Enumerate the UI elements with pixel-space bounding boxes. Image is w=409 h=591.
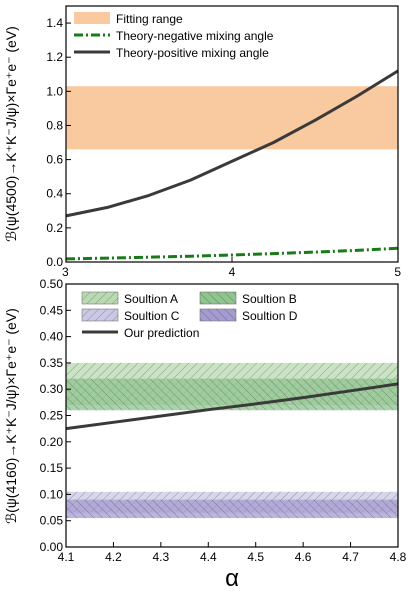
- band-1: [66, 86, 398, 150]
- y-tick-label: 1.4: [46, 16, 63, 30]
- bottom-y-axis-label: ℬ(ψ(4160)→K⁺K⁻J/ψ)×Γe⁺e⁻ (eV): [3, 308, 19, 524]
- legend-label: Soultion D: [242, 309, 298, 323]
- y-tick-label: 0.10: [40, 487, 64, 501]
- legend-swatch-hatch: [82, 292, 118, 304]
- x-tick-label: 4.5: [247, 550, 264, 564]
- bottom-plot-frame: [65, 283, 399, 548]
- y-tick-label: 0.6: [46, 153, 63, 167]
- x-tick-label: 5: [394, 265, 401, 279]
- legend-label: Our prediction: [124, 326, 199, 340]
- y-tick-label: 0.00: [40, 540, 64, 554]
- y-tick-label: 0.0: [46, 255, 63, 269]
- legend-swatch-hatch: [82, 309, 118, 321]
- y-tick-label: 0.8: [46, 118, 63, 132]
- y-tick-label: 0.30: [40, 382, 64, 396]
- y-tick-label: 0.45: [40, 303, 64, 317]
- x-tick-label: 4.3: [153, 550, 170, 564]
- top-legend: Fitting range Theory-negative mixing angl…: [74, 12, 274, 60]
- bottom-x-axis-label: α: [225, 565, 239, 591]
- y-tick-label: 0.25: [40, 409, 64, 423]
- y-tick-label: 0.15: [40, 461, 64, 475]
- x-tick-label: 4.1: [58, 550, 75, 564]
- y-tick-label: 0.20: [40, 435, 64, 449]
- y-tick-label: 0.4: [46, 187, 63, 201]
- y-tick-label: 0.35: [40, 356, 64, 370]
- legend-label: Fitting range: [116, 12, 183, 26]
- legend-label: Theory-positive mixing angle: [116, 46, 269, 60]
- legend-label: Soultion A: [124, 292, 178, 306]
- bottom-legend: Soultion A Soultion B Soultion C Soultion D…: [81, 291, 298, 340]
- legend-label: Soultion C: [124, 309, 180, 323]
- legend-label: Soultion B: [242, 292, 297, 306]
- series-line-1: [65, 382, 399, 431]
- top-plot-frame: [65, 5, 399, 263]
- x-tick-label: 4.6: [295, 550, 312, 564]
- top-y-axis-label: ℬ(ψ(4500)→K⁺K⁻J/ψ)×Γe⁺e⁻ (eV): [3, 26, 19, 242]
- y-tick-label: 1.0: [46, 84, 63, 98]
- top-panel: 3 4 5 0.0 0.2 0.4 0.6 0.8 1.0 1.2 1.4 Fitting rang…: [3, 5, 401, 279]
- legend-swatch: [74, 12, 110, 24]
- bottom-panel: 4.1 4.2 4.3 4.4 4.5 4.6 4.7 4.8 0.00 0.05 0.10 0.15…: [3, 277, 407, 591]
- legend-swatch-hatch: [200, 309, 236, 321]
- series-line-2: [65, 69, 399, 218]
- x-tick-label: 4.7: [342, 550, 359, 564]
- x-tick-label: 4.4: [200, 550, 217, 564]
- x-tick-label: 4: [229, 265, 236, 279]
- y-tick-label: 0.40: [40, 330, 64, 344]
- y-tick-label: 1.2: [46, 50, 63, 64]
- legend-swatch-hatch: [200, 292, 236, 304]
- band-hatch-2: [66, 378, 398, 411]
- y-tick-label: 0.05: [40, 514, 64, 528]
- series-line-1: [65, 246, 399, 261]
- y-tick-label: 0.2: [46, 221, 63, 235]
- x-tick-label: 4.8: [390, 550, 407, 564]
- legend-label: Theory-negative mixing angle: [116, 29, 274, 43]
- y-tick-label: 0.50: [40, 277, 64, 291]
- x-tick-label: 3: [62, 265, 69, 279]
- x-tick-label: 4.2: [105, 550, 122, 564]
- band-hatch-4: [66, 499, 398, 519]
